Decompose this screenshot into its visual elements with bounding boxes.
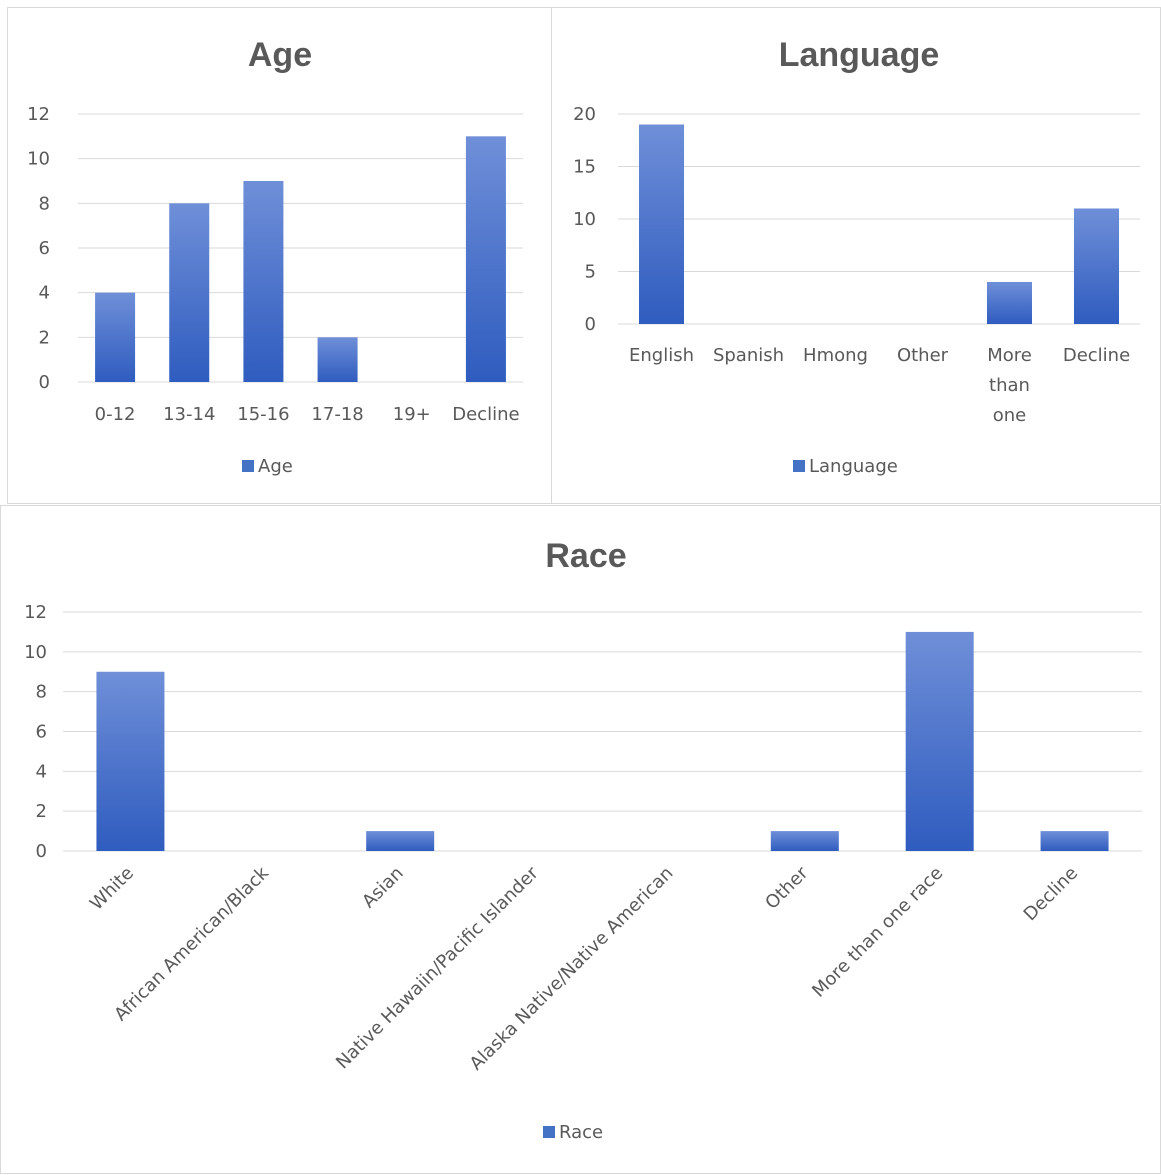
bar-white bbox=[96, 671, 165, 851]
y-tick-label: 2 bbox=[36, 801, 47, 822]
y-tick-label: 10 bbox=[573, 209, 596, 230]
y-tick-label: 12 bbox=[24, 602, 47, 623]
bar-more-than-one-race bbox=[905, 631, 974, 851]
bar-english bbox=[639, 124, 684, 324]
chart-title: Language bbox=[779, 36, 940, 74]
bar-decline bbox=[1040, 831, 1109, 851]
bar-more-than-one bbox=[987, 282, 1032, 324]
x-tick-label: 0-12 bbox=[95, 404, 136, 425]
x-tick-label: 13-14 bbox=[163, 404, 215, 425]
legend-label: Language bbox=[809, 456, 898, 477]
y-tick-label: 0 bbox=[36, 841, 47, 862]
bar-decline bbox=[1074, 208, 1119, 324]
legend-swatch bbox=[242, 460, 254, 472]
y-tick-label: 15 bbox=[573, 157, 596, 178]
y-tick-label: 12 bbox=[27, 104, 50, 125]
legend-swatch bbox=[543, 1126, 555, 1138]
y-tick-label: 10 bbox=[27, 149, 50, 170]
y-tick-label: 5 bbox=[585, 262, 596, 283]
language-chart-panel: Language 0 5 10 15 20 English Spanish Hmong Other… bbox=[551, 7, 1161, 504]
x-tick-label: African American/Black bbox=[110, 862, 273, 1025]
y-tick-label: 8 bbox=[39, 193, 50, 214]
x-tick-label: Asian bbox=[358, 863, 408, 913]
x-tick-label: More than one race bbox=[808, 863, 947, 1002]
age-chart: Age 0 2 4 6 8 10 12 0-12 13-14 15-16 17-18 19+ Declin… bbox=[27, 36, 523, 477]
x-tick-label: More than one bbox=[987, 345, 1032, 426]
y-tick-label: 0 bbox=[39, 372, 50, 393]
x-tick-label: Spanish bbox=[713, 345, 784, 366]
bar-15-16 bbox=[243, 181, 284, 382]
bar-13-14 bbox=[169, 203, 210, 382]
legend-label: Race bbox=[559, 1122, 603, 1143]
chart-title: Race bbox=[545, 537, 626, 575]
x-tick-label: Decline bbox=[1063, 345, 1130, 366]
language-chart: Language 0 5 10 15 20 English Spanish Hmong Other… bbox=[573, 36, 1140, 477]
x-tick-label: Hmong bbox=[803, 345, 868, 366]
x-tick-label: Other bbox=[897, 345, 949, 366]
chart-title: Age bbox=[248, 36, 312, 74]
bar-decline bbox=[465, 136, 506, 382]
y-tick-label: 20 bbox=[573, 104, 596, 125]
y-tick-label: 6 bbox=[36, 722, 47, 743]
y-tick-label: 10 bbox=[24, 642, 47, 663]
y-tick-label: 4 bbox=[39, 283, 50, 304]
legend-swatch bbox=[793, 460, 805, 472]
y-tick-label: 6 bbox=[39, 238, 50, 259]
bar-0-12 bbox=[95, 292, 136, 382]
x-tick-label: White bbox=[86, 863, 138, 915]
bar-asian bbox=[366, 831, 435, 851]
x-tick-label: Decline bbox=[452, 404, 519, 425]
x-tick-label: 17-18 bbox=[311, 404, 363, 425]
x-tick-label: 15-16 bbox=[237, 404, 289, 425]
legend-label: Age bbox=[258, 456, 293, 477]
bar-other bbox=[770, 831, 839, 851]
y-tick-label: 4 bbox=[36, 761, 47, 782]
y-tick-label: 0 bbox=[585, 314, 596, 335]
race-chart-panel: Race 0 2 4 6 8 10 12 White African American/Black… bbox=[0, 505, 1161, 1174]
y-tick-label: 2 bbox=[39, 327, 50, 348]
x-tick-label: 19+ bbox=[393, 404, 431, 425]
age-chart-panel: Age 0 2 4 6 8 10 12 0-12 13-14 15-16 17-18 19+ Declin… bbox=[7, 7, 552, 504]
y-tick-label: 8 bbox=[36, 682, 47, 703]
x-tick-label: English bbox=[629, 345, 694, 366]
x-tick-label: Decline bbox=[1020, 863, 1082, 925]
bar-17-18 bbox=[317, 337, 358, 382]
x-tick-label: Other bbox=[761, 862, 812, 913]
